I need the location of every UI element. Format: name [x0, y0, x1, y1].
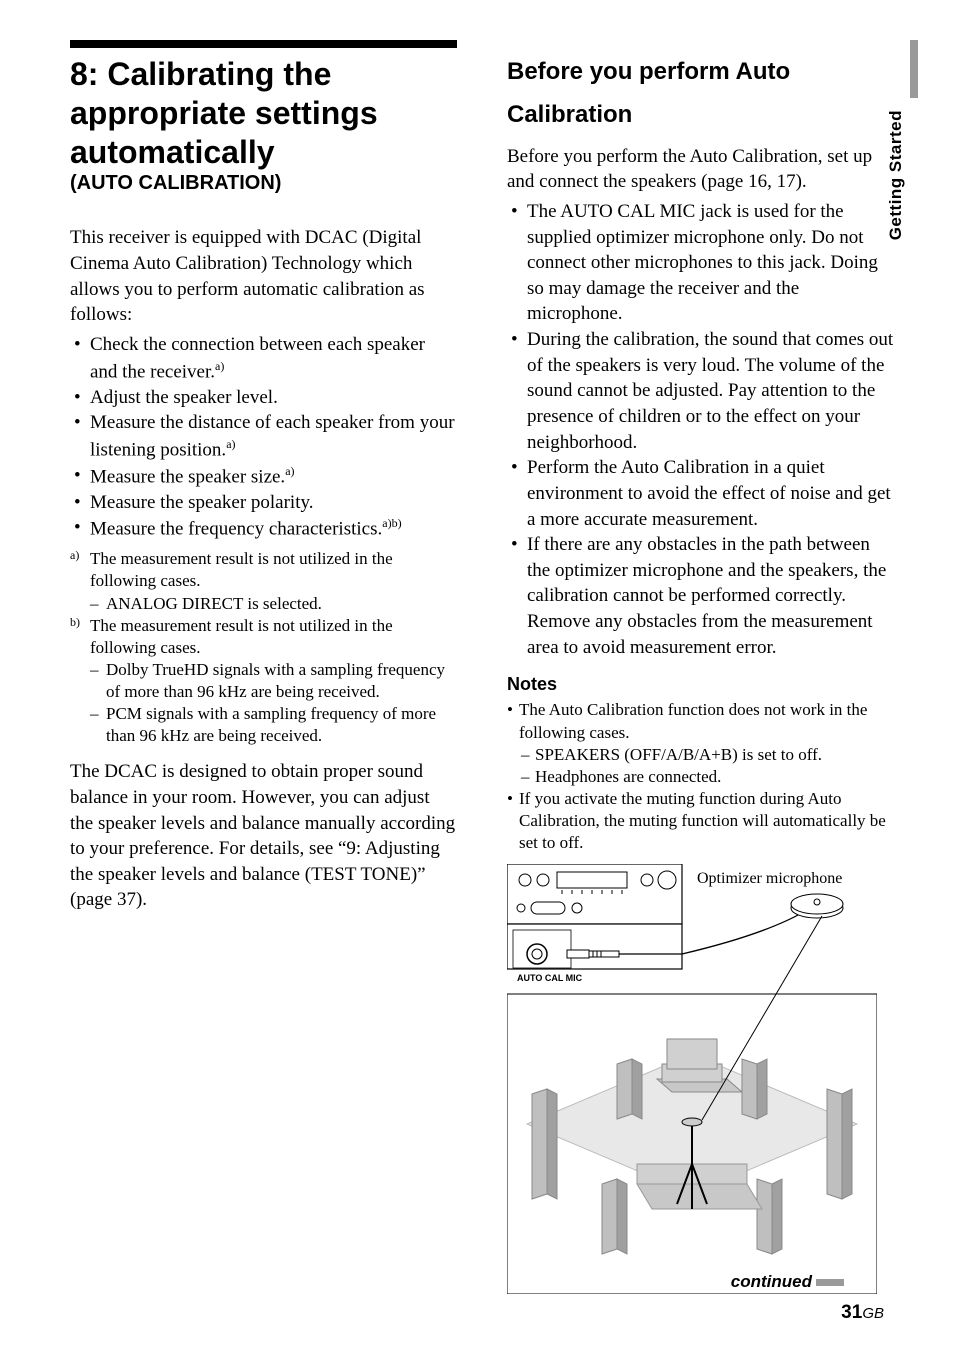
footnote-a: a) The measurement result is not utilize…	[70, 548, 457, 592]
list-item: During the calibration, the sound that c…	[507, 327, 894, 455]
list-item: Measure the distance of each speaker fro…	[70, 410, 457, 463]
list-item: Measure the frequency characteristics.a)…	[70, 515, 457, 542]
feature-list: Check the connection between each speake…	[70, 332, 457, 542]
notes-list: The Auto Calibration function does not w…	[507, 699, 894, 743]
footnote-b: b) The measurement result is not utilize…	[70, 615, 457, 659]
continued-indicator: continued	[731, 1272, 844, 1292]
outro-paragraph: The DCAC is designed to obtain proper so…	[70, 759, 457, 913]
list-item: The Auto Calibration function does not w…	[507, 699, 894, 743]
list-item: Check the connection between each speake…	[70, 332, 457, 385]
heading-line1: 8: Calibrating the	[70, 56, 457, 93]
microphone-icon	[791, 894, 843, 918]
list-item: Perform the Auto Calibration in a quiet …	[507, 455, 894, 532]
intro-paragraph: This receiver is equipped with DCAC (Dig…	[70, 225, 457, 328]
footnote-sub: Dolby TrueHD signals with a sampling fre…	[70, 659, 457, 703]
notes-list: If you activate the muting function duri…	[507, 788, 894, 854]
note-sub: SPEAKERS (OFF/A/B/A+B) is set to off.	[507, 744, 894, 766]
side-tab-marker	[910, 40, 918, 98]
list-item: If there are any obstacles in the path b…	[507, 532, 894, 660]
cable-icon	[682, 910, 807, 954]
right-intro: Before you perform the Auto Calibration,…	[507, 144, 894, 195]
heading-line2: appropriate settings	[70, 95, 457, 132]
list-item: Measure the speaker polarity.	[70, 490, 457, 516]
subheading-line2: Calibration	[507, 101, 894, 130]
title-rule	[70, 40, 457, 48]
notes-heading: Notes	[507, 674, 894, 695]
page-number: 31GB	[841, 1302, 884, 1324]
subheading-line1: Before you perform Auto	[507, 40, 894, 87]
list-item: If you activate the muting function duri…	[507, 788, 894, 854]
footnote-sub: ANALOG DIRECT is selected.	[70, 593, 457, 615]
setup-diagram-icon: AUTO CAL MIC	[507, 864, 877, 1294]
footnote-sub: PCM signals with a sampling frequency of…	[70, 703, 457, 747]
diagram-area: Optimizer microphone	[507, 864, 894, 1299]
jack-label: AUTO CAL MIC	[517, 973, 583, 983]
heading-subtitle: (AUTO CALIBRATION)	[70, 172, 457, 195]
heading-line3: automatically	[70, 134, 457, 171]
footnotes: a) The measurement result is not utilize…	[70, 548, 457, 747]
list-item: Adjust the speaker level.	[70, 385, 457, 411]
right-column: Before you perform Auto Calibration Befo…	[497, 40, 894, 1299]
list-item: Measure the speaker size.a)	[70, 463, 457, 490]
note-sub: Headphones are connected.	[507, 766, 894, 788]
page-columns: 8: Calibrating the appropriate settings …	[70, 40, 894, 1299]
left-column: 8: Calibrating the appropriate settings …	[70, 40, 467, 1299]
list-item: The AUTO CAL MIC jack is used for the su…	[507, 199, 894, 327]
optimizer-mic-label: Optimizer microphone	[697, 870, 842, 888]
receiver-icon: AUTO CAL MIC	[507, 864, 682, 983]
continued-bar-icon	[816, 1279, 844, 1286]
precaution-list: The AUTO CAL MIC jack is used for the su…	[507, 199, 894, 661]
